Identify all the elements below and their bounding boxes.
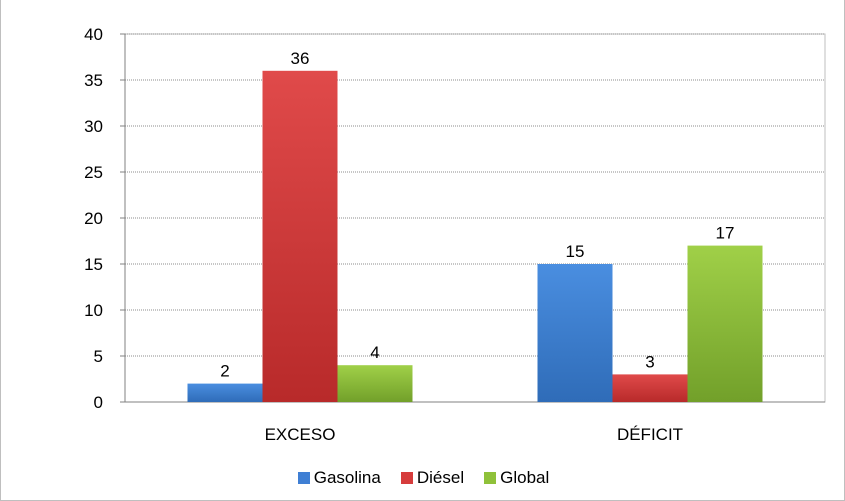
bar-gasolina-déficit bbox=[537, 264, 613, 402]
y-tick-label: 20 bbox=[84, 209, 103, 228]
bar-diésel-exceso bbox=[262, 70, 338, 403]
legend-item: Gasolina bbox=[297, 468, 381, 488]
legend-swatch bbox=[297, 472, 310, 484]
legend: Gasolina Diésel Global bbox=[1, 468, 845, 488]
data-label: 15 bbox=[566, 242, 585, 261]
legend-swatch bbox=[484, 472, 497, 484]
y-tick-label: 5 bbox=[94, 347, 103, 366]
bar-gasolina-exceso bbox=[187, 383, 263, 402]
bar-global-exceso bbox=[337, 365, 413, 402]
data-label: 17 bbox=[716, 224, 735, 243]
data-label: 36 bbox=[291, 49, 310, 68]
y-tick-label: 15 bbox=[84, 255, 103, 274]
x-tick-label: DÉFICIT bbox=[617, 425, 683, 444]
y-tick-label: 35 bbox=[84, 71, 103, 90]
legend-item: Global bbox=[484, 468, 549, 488]
bar-diésel-déficit bbox=[612, 374, 688, 402]
bar-global-déficit bbox=[687, 245, 763, 402]
legend-item: Diésel bbox=[400, 468, 465, 488]
y-tick-label: 25 bbox=[84, 163, 103, 182]
data-label: 2 bbox=[220, 362, 229, 381]
legend-swatch bbox=[400, 472, 413, 484]
legend-label: Diésel bbox=[416, 468, 465, 487]
y-tick-label: 30 bbox=[84, 117, 103, 136]
y-tick-label: 40 bbox=[84, 25, 103, 44]
data-label: 4 bbox=[370, 343, 379, 362]
legend-label: Gasolina bbox=[313, 468, 381, 487]
y-tick-label: 10 bbox=[84, 301, 103, 320]
x-tick-label: EXCESO bbox=[265, 425, 336, 444]
y-tick-label: 0 bbox=[94, 393, 103, 412]
data-label: 3 bbox=[645, 352, 654, 371]
legend-label: Global bbox=[500, 468, 550, 487]
